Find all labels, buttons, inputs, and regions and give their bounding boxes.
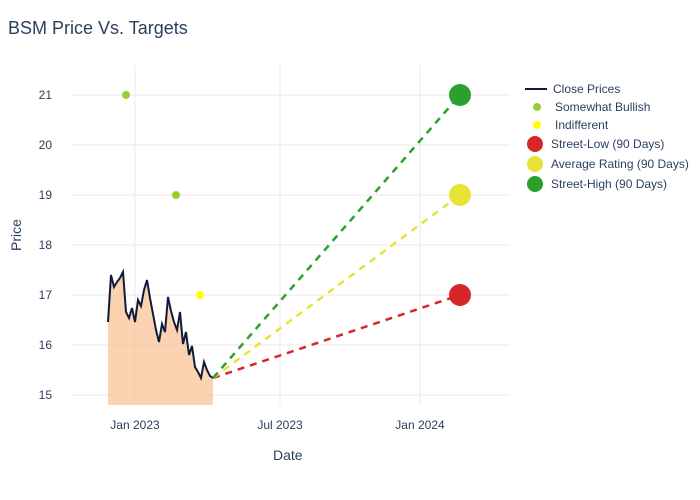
legend-item: Average Rating (90 Days) (525, 156, 689, 172)
legend-label: Close Prices (553, 82, 620, 96)
svg-text:19: 19 (39, 188, 53, 202)
legend-item: Indifferent (525, 118, 689, 132)
chart-svg: 15 16 17 18 19 20 21 Jan 2023 Jul 2023 Jan 2024 (0, 0, 700, 500)
svg-text:15: 15 (39, 388, 53, 402)
y-axis-label: Price (8, 219, 24, 251)
svg-text:Jan 2024: Jan 2024 (395, 418, 445, 432)
svg-text:21: 21 (39, 88, 53, 102)
legend-label: Somewhat Bullish (555, 100, 650, 114)
legend-item: Street-High (90 Days) (525, 176, 689, 192)
x-axis-label: Date (273, 447, 303, 463)
legend-item: Close Prices (525, 82, 689, 96)
legend-item: Somewhat Bullish (525, 100, 689, 114)
legend-label: Indifferent (555, 118, 608, 132)
svg-text:Jul 2023: Jul 2023 (257, 418, 303, 432)
svg-text:17: 17 (39, 288, 53, 302)
legend-label: Street-High (90 Days) (551, 177, 667, 191)
legend: Close Prices Somewhat Bullish Indifferent S… (525, 82, 689, 196)
legend-label: Street-Low (90 Days) (551, 137, 664, 151)
legend-label: Average Rating (90 Days) (551, 157, 689, 171)
svg-text:16: 16 (39, 338, 53, 352)
chart-title: BSM Price Vs. Targets (8, 18, 188, 39)
svg-text:Jan 2023: Jan 2023 (110, 418, 160, 432)
svg-text:20: 20 (39, 138, 53, 152)
svg-text:18: 18 (39, 238, 53, 252)
legend-item: Street-Low (90 Days) (525, 136, 689, 152)
